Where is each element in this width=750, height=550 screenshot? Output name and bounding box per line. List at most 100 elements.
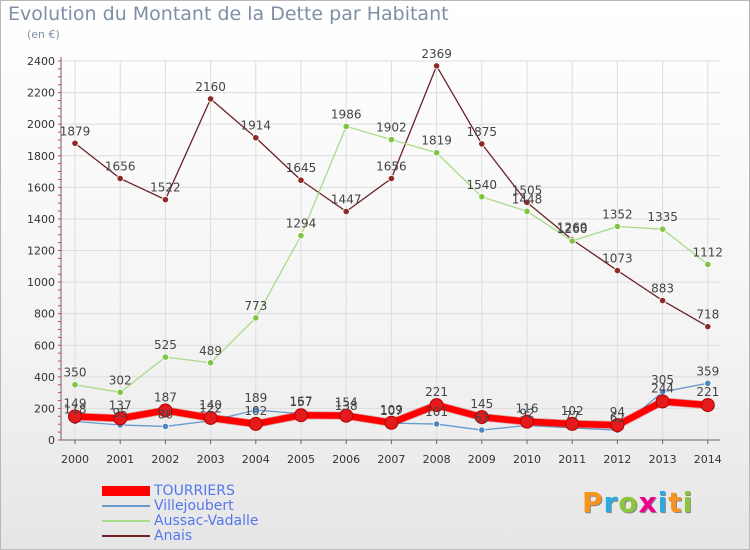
data-point	[207, 95, 215, 103]
series-lines	[68, 62, 715, 434]
data-point	[613, 222, 622, 231]
logo-letter: o	[618, 486, 639, 519]
data-point	[252, 406, 260, 414]
data-point	[704, 323, 712, 331]
data-label: 221	[425, 385, 448, 399]
data-point	[655, 394, 670, 409]
logo-letter: x	[638, 486, 658, 519]
data-label: 1819	[421, 134, 452, 148]
data-point	[613, 266, 622, 275]
x-tick-label: 2002	[151, 453, 179, 466]
data-point	[704, 379, 712, 387]
y-tick-label: 1200	[27, 245, 55, 258]
data-label: 101	[425, 405, 448, 419]
data-label: 1875	[467, 125, 498, 139]
data-label: 1656	[105, 159, 136, 173]
data-point	[68, 409, 82, 424]
data-label: 1448	[512, 192, 543, 206]
y-tick-label: 2400	[27, 55, 55, 68]
data-point	[116, 388, 124, 396]
y-tick-label: 1000	[27, 276, 55, 289]
data-label: 154	[335, 396, 358, 410]
data-label: 107	[380, 404, 403, 418]
data-labels: 1879165615222160191416451447165623691875…	[60, 47, 723, 425]
data-point	[342, 207, 350, 216]
data-label: 773	[244, 299, 267, 313]
logo-letter: P	[582, 486, 604, 519]
y-tick-label: 800	[34, 308, 55, 321]
legend-swatch	[102, 520, 150, 522]
data-label: 302	[109, 373, 132, 387]
data-label: 1294	[286, 217, 317, 231]
data-label: 1073	[602, 252, 633, 266]
data-label: 122	[199, 402, 222, 416]
data-point	[478, 193, 486, 201]
data-point	[658, 296, 667, 305]
data-label: 1260	[557, 222, 588, 236]
data-label: 109	[380, 403, 403, 417]
data-point	[294, 408, 308, 423]
legend-swatch	[102, 535, 150, 537]
data-point	[387, 174, 395, 183]
data-point	[113, 411, 128, 426]
data-point	[161, 422, 169, 431]
x-tick-label: 2006	[332, 453, 360, 466]
x-tick-label: 2004	[242, 453, 270, 466]
legend-label: Anais	[154, 528, 193, 544]
y-tick-label: 2200	[27, 87, 55, 100]
data-label: 1352	[602, 207, 633, 221]
data-point	[704, 260, 712, 268]
data-point	[339, 408, 354, 423]
data-point	[523, 207, 531, 215]
data-label: 1986	[331, 107, 362, 121]
data-point	[71, 381, 79, 389]
x-tick-label: 2000	[61, 453, 89, 466]
chart-unit: (en €)	[27, 28, 60, 41]
data-label: 145	[470, 397, 493, 411]
data-label: 138	[335, 399, 358, 413]
data-label: 116	[516, 402, 539, 416]
y-tick-label: 400	[34, 371, 55, 384]
data-label: 489	[199, 344, 222, 358]
data-point	[203, 410, 218, 425]
data-point	[207, 359, 215, 367]
data-point	[297, 232, 305, 240]
x-tick-labels: 2000 2001 2002 2003 2004 2005 2006 2007 2008 2009…	[61, 453, 722, 466]
legend-swatch	[102, 486, 150, 496]
y-tick-label: 600	[34, 339, 55, 352]
data-point	[161, 196, 169, 204]
data-label: 77	[565, 409, 580, 423]
data-point	[342, 122, 350, 130]
data-label: 102	[244, 404, 267, 418]
data-point	[568, 237, 576, 245]
x-tick-label: 2010	[513, 453, 541, 466]
data-point	[252, 134, 260, 142]
data-label: 1645	[286, 161, 317, 175]
data-point	[158, 403, 173, 418]
data-label: 2369	[421, 47, 452, 61]
data-label: 718	[696, 308, 719, 322]
data-point	[474, 410, 489, 425]
data-label: 94	[610, 405, 625, 419]
data-label: 1914	[241, 119, 272, 133]
data-label: 1902	[376, 121, 407, 135]
data-label: 1335	[647, 210, 678, 224]
axes	[58, 57, 720, 444]
logo-letter: r	[603, 486, 619, 519]
data-label: 1269	[557, 221, 588, 235]
data-point	[520, 414, 534, 429]
data-label: 62	[610, 411, 625, 425]
data-label: 140	[199, 398, 222, 412]
data-label: 102	[561, 404, 584, 418]
data-label: 350	[64, 366, 87, 380]
legend-label: Villejoubert	[154, 498, 234, 514]
data-label: 63	[474, 411, 489, 425]
data-point	[71, 139, 79, 147]
data-label: 1879	[60, 124, 91, 138]
x-tick-label: 2011	[558, 453, 586, 466]
legend-item: TOURRIERS	[102, 484, 258, 499]
x-tick-label: 2013	[649, 453, 677, 466]
data-label: 189	[244, 391, 267, 405]
x-tick-label: 2005	[287, 453, 315, 466]
